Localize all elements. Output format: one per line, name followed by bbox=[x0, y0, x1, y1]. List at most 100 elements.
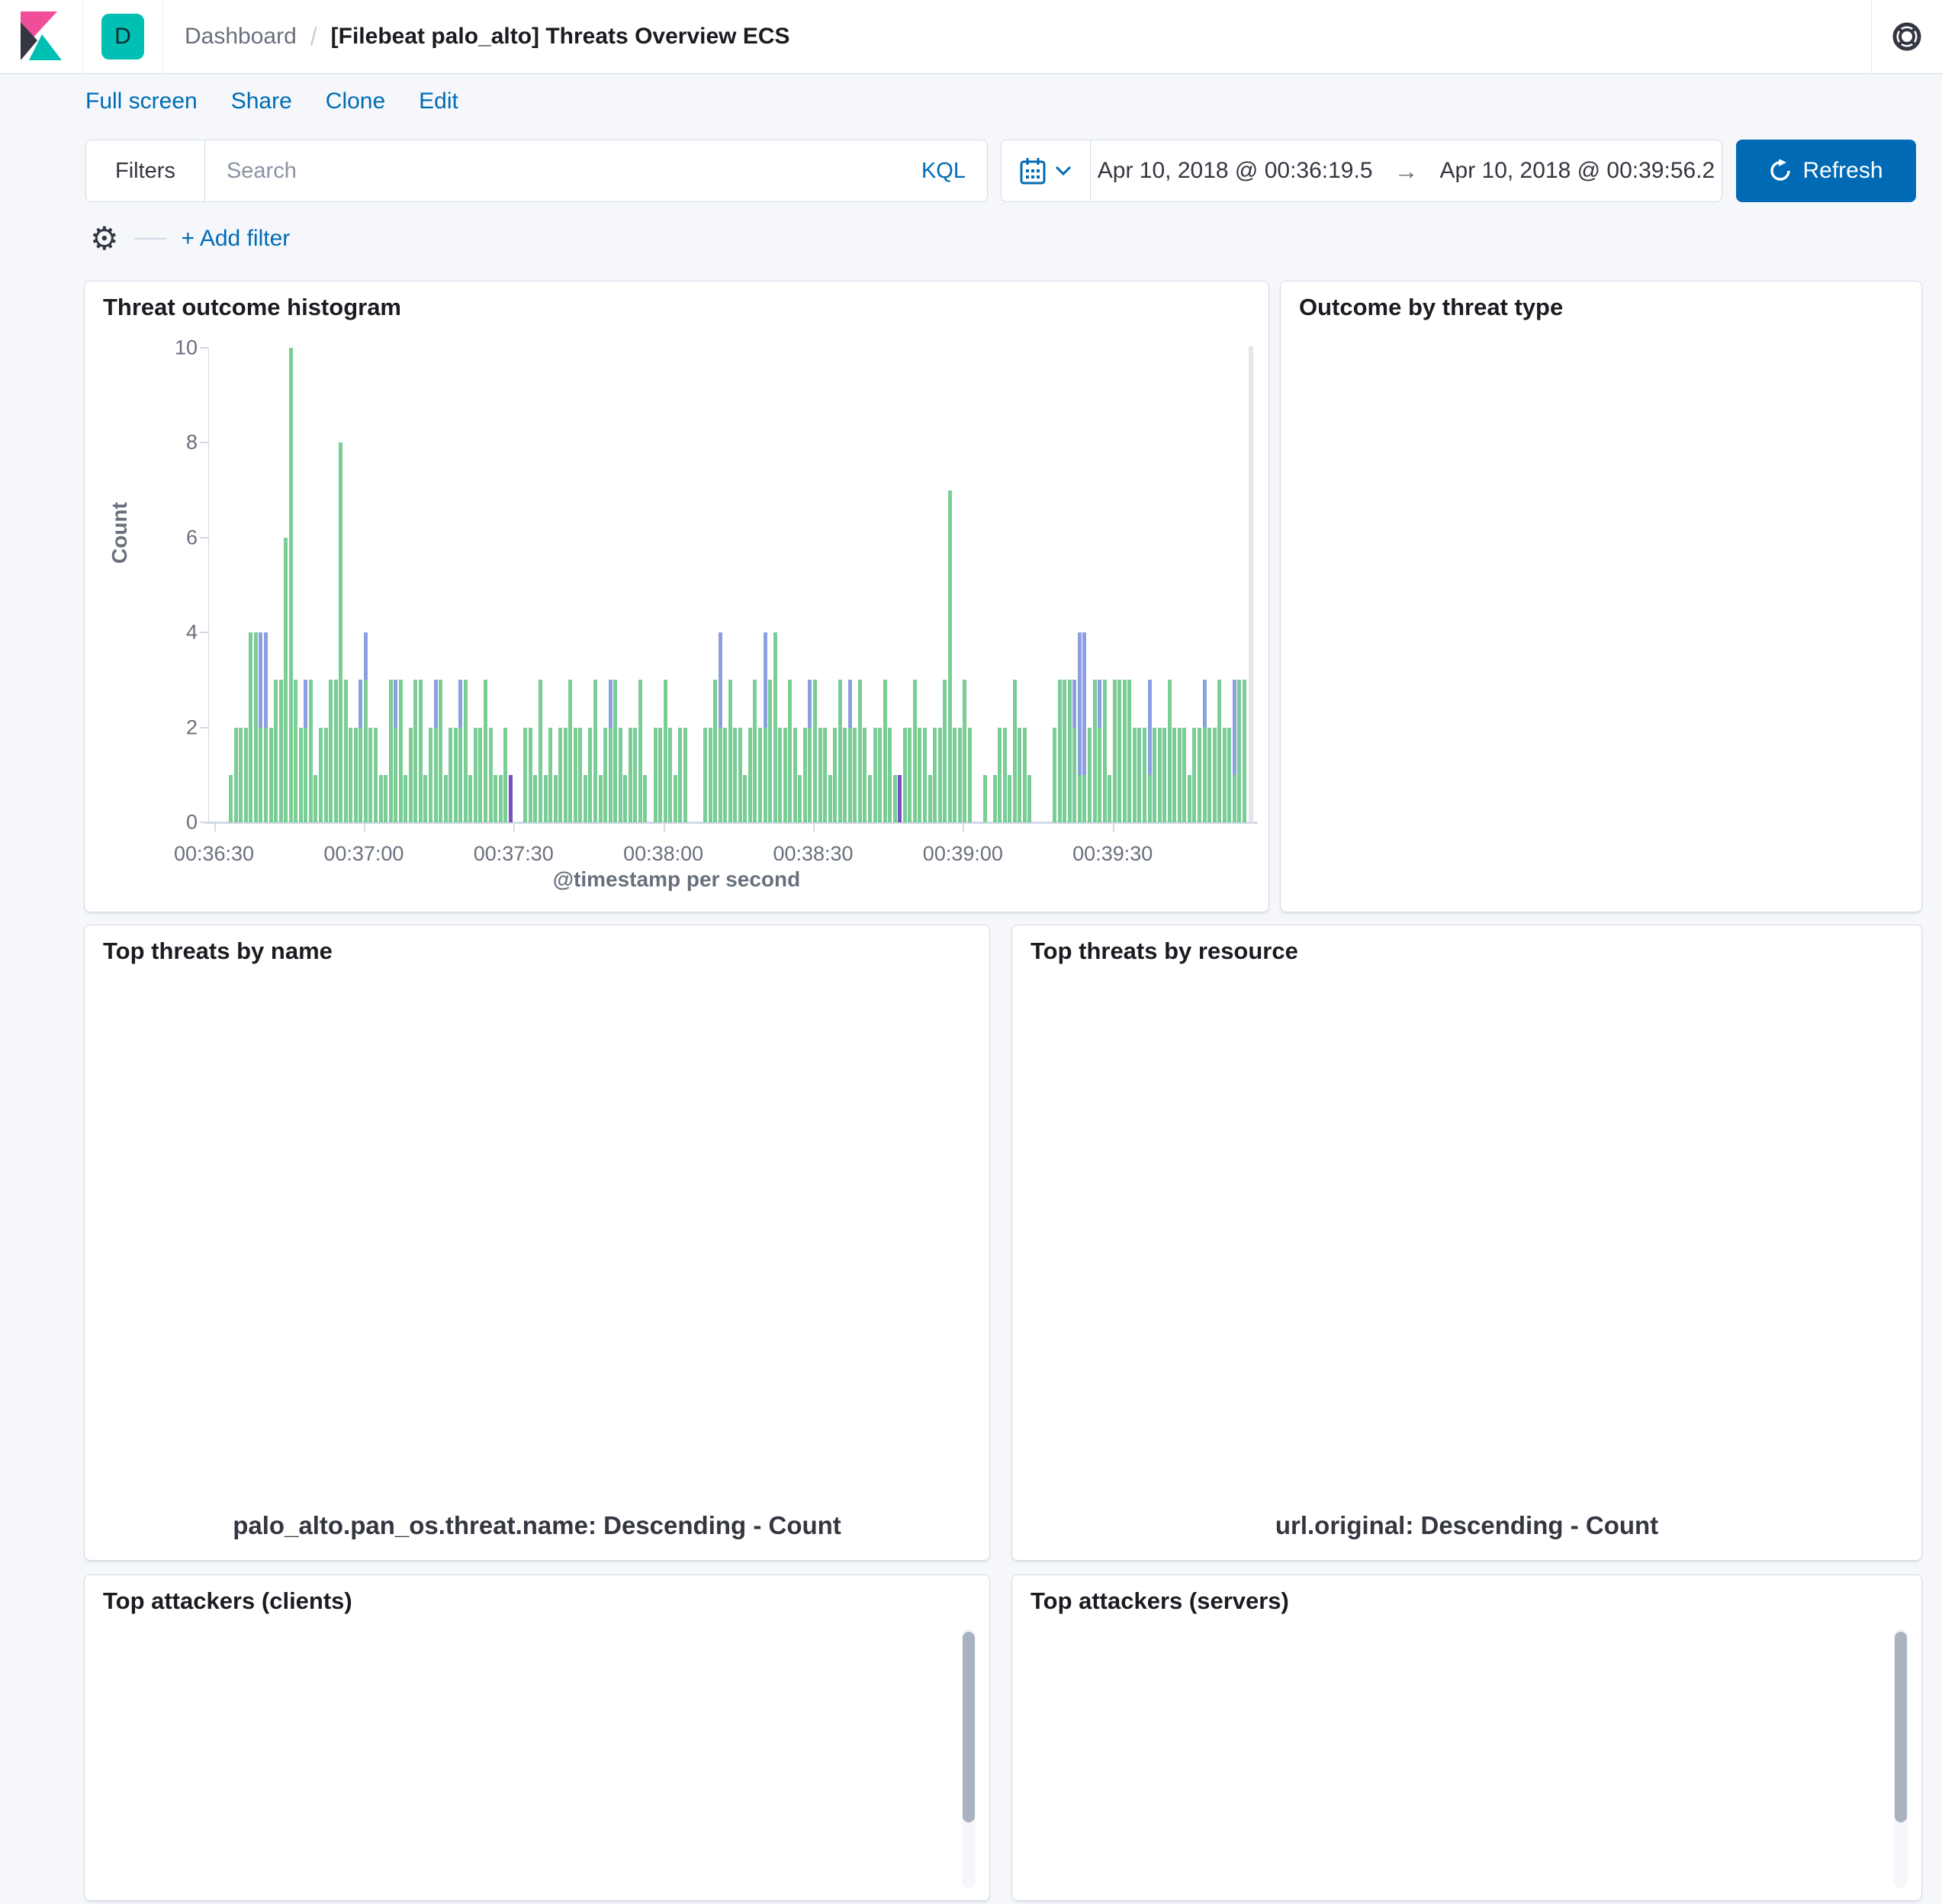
histogram-bar[interactable] bbox=[733, 727, 738, 822]
date-to[interactable]: Apr 10, 2018 @ 00:39:56.2 bbox=[1439, 158, 1715, 183]
histogram-bar[interactable] bbox=[923, 727, 927, 822]
histogram-bar[interactable] bbox=[982, 774, 987, 822]
menu-link-full-screen[interactable]: Full screen bbox=[85, 88, 198, 114]
histogram-bar[interactable] bbox=[828, 774, 832, 822]
date-quick-select-button[interactable] bbox=[1002, 140, 1091, 201]
histogram-bar[interactable] bbox=[374, 727, 378, 822]
histogram-bar[interactable] bbox=[249, 632, 253, 822]
histogram-bar[interactable] bbox=[873, 727, 877, 822]
histogram-bar[interactable] bbox=[384, 774, 388, 822]
histogram-bar[interactable] bbox=[857, 680, 862, 822]
histogram-bar[interactable] bbox=[1143, 727, 1146, 822]
histogram-bar[interactable] bbox=[1082, 632, 1087, 822]
histogram-bar[interactable] bbox=[1067, 680, 1072, 822]
histogram-bar[interactable] bbox=[543, 774, 548, 822]
histogram-bar[interactable] bbox=[1088, 727, 1092, 822]
histogram-bar[interactable] bbox=[1027, 774, 1032, 822]
histogram-bar[interactable] bbox=[423, 774, 428, 822]
histogram-bar[interactable] bbox=[853, 727, 857, 822]
menu-link-edit[interactable]: Edit bbox=[419, 88, 458, 114]
histogram-bar[interactable] bbox=[1012, 680, 1017, 822]
histogram-bar[interactable] bbox=[1063, 680, 1067, 822]
histogram-bar[interactable] bbox=[992, 774, 997, 822]
histogram-bar[interactable] bbox=[404, 774, 408, 822]
kibana-logo[interactable] bbox=[0, 0, 82, 73]
histogram-bar[interactable] bbox=[912, 680, 917, 822]
scrollbar[interactable] bbox=[962, 1629, 976, 1888]
histogram-bar[interactable] bbox=[353, 727, 358, 822]
histogram-bar[interactable] bbox=[1102, 680, 1107, 822]
histogram-bar[interactable] bbox=[1192, 727, 1197, 822]
histogram-bar[interactable] bbox=[1002, 727, 1007, 822]
histogram-bar[interactable] bbox=[898, 774, 902, 822]
histogram-bar[interactable] bbox=[548, 727, 553, 822]
scrollbar[interactable] bbox=[1894, 1629, 1908, 1888]
histogram-bar[interactable] bbox=[398, 680, 403, 822]
histogram-bar[interactable] bbox=[1072, 680, 1077, 822]
histogram-bar[interactable] bbox=[1022, 727, 1027, 822]
dashboard-app-badge[interactable]: D bbox=[101, 14, 144, 60]
histogram-bar[interactable] bbox=[838, 680, 842, 822]
histogram-bar[interactable] bbox=[738, 727, 742, 822]
histogram-bar[interactable] bbox=[349, 727, 353, 822]
histogram-bar[interactable] bbox=[868, 774, 872, 822]
histogram-bar[interactable] bbox=[1057, 680, 1062, 822]
histogram-bar[interactable] bbox=[598, 774, 603, 822]
histogram-bar[interactable] bbox=[388, 680, 393, 822]
histogram-bar[interactable] bbox=[443, 774, 448, 822]
histogram-bar[interactable] bbox=[947, 490, 952, 822]
breadcrumb-dashboard[interactable]: Dashboard bbox=[185, 24, 297, 49]
histogram-bar[interactable] bbox=[253, 632, 258, 822]
histogram-bar[interactable] bbox=[628, 727, 632, 822]
histogram-bar[interactable] bbox=[329, 680, 333, 822]
histogram-bar[interactable] bbox=[773, 632, 777, 822]
histogram-bar[interactable] bbox=[728, 680, 732, 822]
histogram-bar[interactable] bbox=[418, 680, 423, 822]
kql-button[interactable]: KQL bbox=[921, 158, 966, 183]
histogram-bar[interactable] bbox=[618, 727, 622, 822]
histogram-bar[interactable] bbox=[523, 727, 528, 822]
histogram-bar[interactable] bbox=[1117, 680, 1122, 822]
histogram-bar[interactable] bbox=[503, 727, 508, 822]
histogram-bar[interactable] bbox=[953, 727, 957, 822]
histogram-bar[interactable] bbox=[563, 727, 567, 822]
histogram-bar[interactable] bbox=[713, 680, 718, 822]
histogram-bar[interactable] bbox=[788, 680, 793, 822]
histogram-bar[interactable] bbox=[678, 727, 683, 822]
histogram-bar[interactable] bbox=[658, 727, 663, 822]
histogram-bar[interactable] bbox=[343, 680, 348, 822]
histogram-bar[interactable] bbox=[313, 774, 318, 822]
histogram-bar[interactable] bbox=[802, 727, 807, 822]
histogram-bar[interactable] bbox=[1227, 727, 1232, 822]
histogram-bar[interactable] bbox=[363, 632, 368, 822]
histogram-bar[interactable] bbox=[847, 680, 852, 822]
histogram-bar[interactable] bbox=[823, 727, 828, 822]
histogram-bar[interactable] bbox=[583, 774, 587, 822]
histogram-bar[interactable] bbox=[1137, 727, 1142, 822]
histogram-bar[interactable] bbox=[1222, 727, 1227, 822]
histogram-bar[interactable] bbox=[633, 727, 638, 822]
histogram-bar[interactable] bbox=[588, 727, 593, 822]
histogram-bar[interactable] bbox=[593, 680, 597, 822]
histogram-bar[interactable] bbox=[1217, 680, 1222, 822]
search-input[interactable] bbox=[204, 158, 900, 184]
histogram-bar[interactable] bbox=[1153, 727, 1157, 822]
histogram-bar[interactable] bbox=[998, 727, 1002, 822]
histogram-bar[interactable] bbox=[753, 680, 757, 822]
histogram-bar[interactable] bbox=[743, 774, 748, 822]
histogram-bar[interactable] bbox=[539, 680, 542, 822]
histogram-bar[interactable] bbox=[1053, 727, 1057, 822]
histogram-bar[interactable] bbox=[294, 680, 298, 822]
histogram-bar[interactable] bbox=[323, 727, 328, 822]
histogram-bar[interactable] bbox=[1242, 680, 1246, 822]
histogram-bar[interactable] bbox=[1147, 680, 1152, 822]
histogram-bar[interactable] bbox=[319, 727, 323, 822]
filter-options-gear-icon[interactable]: ⚙ bbox=[90, 220, 119, 256]
histogram-bar[interactable] bbox=[813, 680, 817, 822]
histogram-bar[interactable] bbox=[1132, 727, 1137, 822]
histogram-bar[interactable] bbox=[453, 727, 458, 822]
histogram-bar[interactable] bbox=[439, 680, 443, 822]
histogram-bar[interactable] bbox=[1182, 727, 1187, 822]
histogram-bar[interactable] bbox=[703, 727, 707, 822]
histogram-bar[interactable] bbox=[243, 727, 248, 822]
